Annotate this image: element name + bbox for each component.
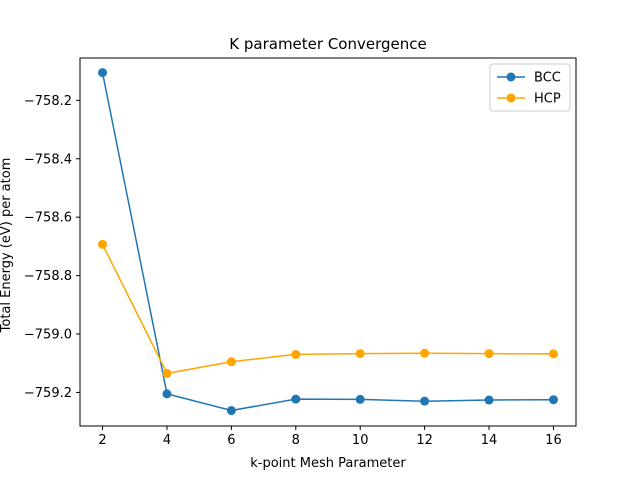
x-tick-label: 8 [292, 433, 300, 448]
x-tick-label: 14 [481, 433, 498, 448]
y-axis-label: Total Energy (eV) per atom [0, 158, 14, 334]
series-line-hcp [101, 243, 554, 375]
data-point-bcc [420, 396, 430, 406]
data-point-bcc [484, 395, 494, 405]
data-point-hcp [291, 349, 301, 359]
x-axis-label: k-point Mesh Parameter [250, 456, 406, 471]
y-tick-label: −758.2 [24, 94, 72, 109]
data-point-hcp [98, 239, 108, 249]
y-tick-label: −759.2 [24, 386, 72, 401]
y-tick-label: −759.0 [24, 328, 72, 343]
data-point-hcp [548, 349, 558, 359]
data-point-bcc [162, 389, 172, 399]
data-point-hcp [484, 349, 494, 359]
y-tick-label: −758.4 [24, 152, 72, 167]
series-line-bcc [101, 72, 554, 412]
x-tick-label: 10 [352, 433, 369, 448]
data-point-bcc [291, 394, 301, 404]
data-point-bcc [98, 68, 108, 78]
ticks-layer: 2 4 6 8 10 12 14 16 −758.2 −758.4 −758.6 −758.8 −759… [24, 94, 562, 448]
x-tick-label: 6 [227, 433, 235, 448]
x-tick-label: 12 [416, 433, 433, 448]
legend-marker-hcp [506, 93, 516, 103]
data-point-hcp [226, 357, 236, 367]
y-tick-label: −758.8 [24, 269, 72, 284]
legend: BCC HCP [489, 63, 571, 112]
x-tick-label: 16 [545, 433, 562, 448]
x-tick-label: 4 [163, 433, 171, 448]
series-layer [98, 68, 558, 416]
data-point-hcp [420, 348, 430, 358]
legend-label-hcp: HCP [534, 92, 561, 107]
y-tick-label: −758.6 [24, 211, 72, 226]
data-point-hcp [355, 349, 365, 359]
data-point-bcc [548, 395, 558, 405]
data-point-bcc [355, 394, 365, 404]
legend-label-bcc: BCC [534, 71, 561, 86]
chart-title: K parameter Convergence [229, 35, 426, 53]
plot-frame [79, 57, 577, 427]
data-point-hcp [162, 368, 172, 378]
x-tick-label: 2 [98, 433, 106, 448]
data-point-bcc [226, 406, 236, 416]
legend-marker-bcc [506, 72, 516, 82]
